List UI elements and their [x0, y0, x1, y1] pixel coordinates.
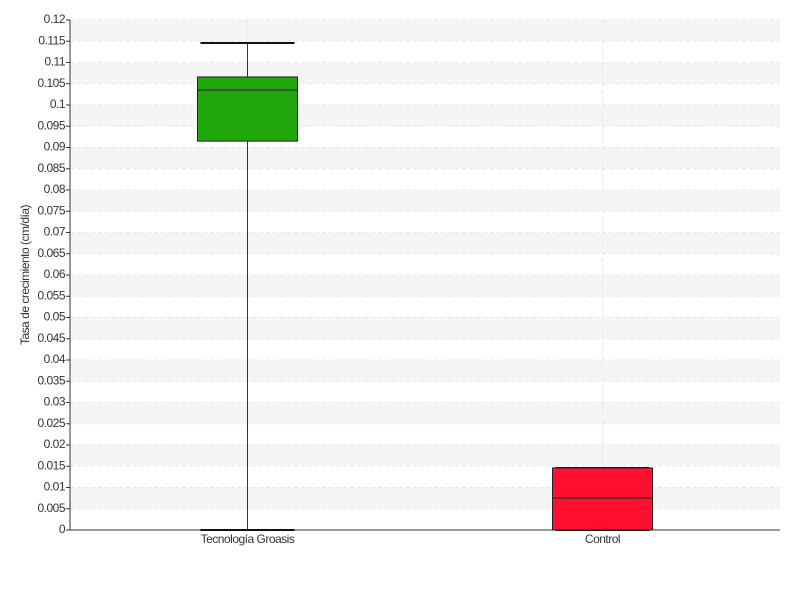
grid-band: [70, 147, 780, 169]
grid-band: [70, 275, 780, 297]
grid-band: [70, 62, 780, 84]
y-tick-label: 0.045: [37, 331, 65, 345]
y-tick-label: 0.07: [44, 225, 66, 239]
y-tick-label: 0.005: [37, 501, 65, 515]
box: [197, 76, 298, 142]
y-tick-label: 0.02: [44, 437, 66, 451]
y-tick-label: 0.11: [45, 55, 66, 69]
y-tick-label: 0.08: [44, 182, 66, 196]
y-tick-label: 0.04: [44, 352, 66, 366]
y-tick-label: 0: [59, 522, 66, 536]
x-tick-label: Tecnología Groasis: [201, 532, 295, 546]
y-tick-label: 0.01: [44, 480, 66, 494]
y-tick-label: 0.095: [37, 118, 65, 132]
y-tick-label: 0.05: [44, 310, 66, 324]
y-tick-label: 0.12: [44, 12, 66, 26]
grid-band: [70, 487, 780, 509]
y-tick-label: 0.025: [37, 416, 65, 430]
grid-band: [70, 190, 780, 212]
y-tick-label: 0.075: [37, 203, 65, 217]
y-axis-label: Tasa de crecimiento (cm/día): [18, 204, 32, 345]
grid-band: [70, 402, 780, 424]
box: [552, 467, 653, 531]
grid-band: [70, 232, 780, 254]
y-tick-label: 0.09: [44, 140, 66, 154]
y-tick-label: 0.03: [44, 395, 66, 409]
y-tick-label: 0.115: [38, 33, 65, 47]
grid-band: [70, 105, 780, 127]
x-tick-label: Control: [585, 532, 620, 546]
grid-band: [70, 20, 780, 42]
y-tick-label: 0.105: [37, 76, 65, 90]
y-tick-label: 0.06: [44, 267, 66, 281]
grid-band: [70, 317, 780, 339]
grid-band: [70, 445, 780, 467]
y-tick-label: 0.1: [50, 97, 66, 111]
y-tick-label: 0.035: [37, 373, 65, 387]
y-tick-label: 0.055: [37, 288, 65, 302]
y-tick-label: 0.065: [37, 246, 65, 260]
y-tick-label: 0.085: [37, 161, 65, 175]
grid-band: [70, 360, 780, 382]
y-tick-label: 0.015: [37, 458, 65, 472]
